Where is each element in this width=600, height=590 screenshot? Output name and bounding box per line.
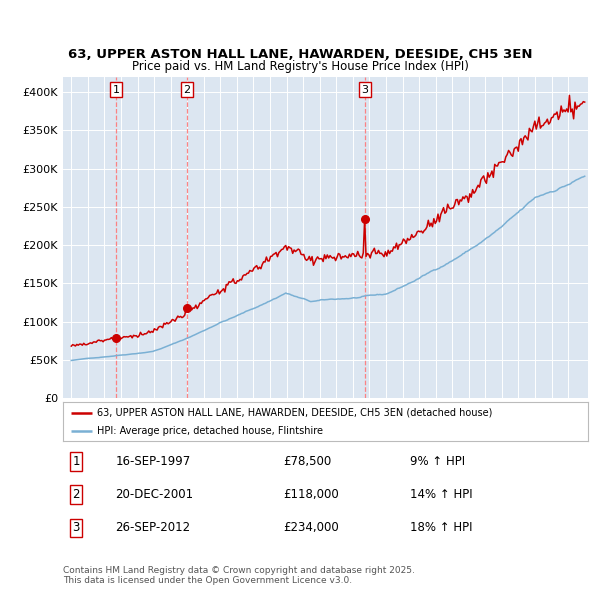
Text: Contains HM Land Registry data © Crown copyright and database right 2025.
This d: Contains HM Land Registry data © Crown c…	[63, 566, 415, 585]
Text: Price paid vs. HM Land Registry's House Price Index (HPI): Price paid vs. HM Land Registry's House …	[131, 60, 469, 73]
Text: 26-SEP-2012: 26-SEP-2012	[115, 521, 191, 534]
Text: £234,000: £234,000	[284, 521, 339, 534]
Text: 20-DEC-2001: 20-DEC-2001	[115, 488, 194, 501]
Text: 1: 1	[113, 85, 119, 95]
Text: 2: 2	[183, 85, 190, 95]
Text: HPI: Average price, detached house, Flintshire: HPI: Average price, detached house, Flin…	[97, 426, 323, 436]
Text: 18% ↑ HPI: 18% ↑ HPI	[409, 521, 472, 534]
Text: 2: 2	[73, 488, 80, 501]
Text: 1: 1	[73, 455, 80, 468]
Text: £78,500: £78,500	[284, 455, 332, 468]
Text: 63, UPPER ASTON HALL LANE, HAWARDEN, DEESIDE, CH5 3EN (detached house): 63, UPPER ASTON HALL LANE, HAWARDEN, DEE…	[97, 408, 493, 418]
Text: 14% ↑ HPI: 14% ↑ HPI	[409, 488, 472, 501]
Text: 3: 3	[73, 521, 80, 534]
Text: £118,000: £118,000	[284, 488, 339, 501]
Text: 3: 3	[361, 85, 368, 95]
Text: 9% ↑ HPI: 9% ↑ HPI	[409, 455, 464, 468]
Text: 16-SEP-1997: 16-SEP-1997	[115, 455, 191, 468]
Text: 63, UPPER ASTON HALL LANE, HAWARDEN, DEESIDE, CH5 3EN: 63, UPPER ASTON HALL LANE, HAWARDEN, DEE…	[68, 48, 532, 61]
